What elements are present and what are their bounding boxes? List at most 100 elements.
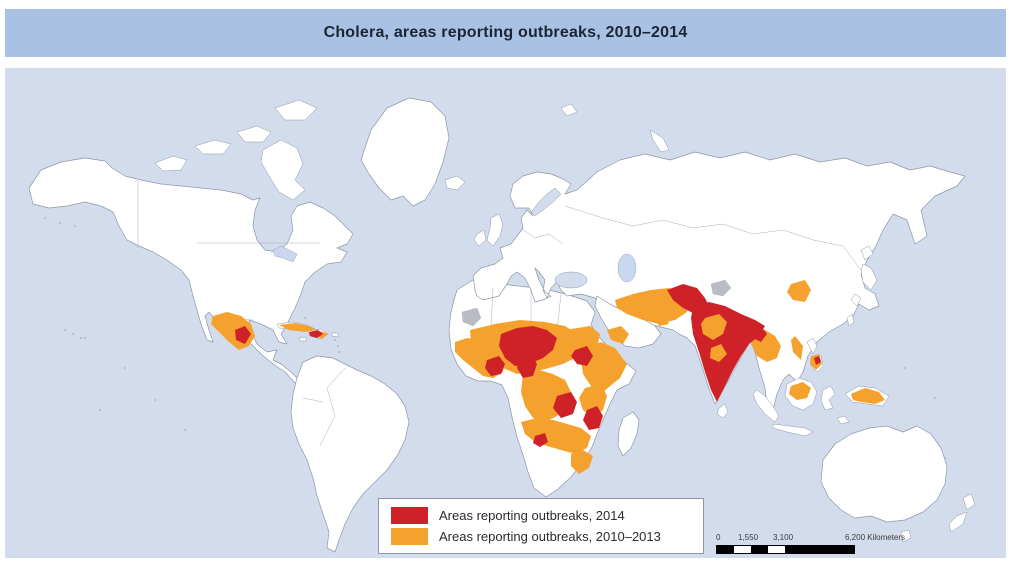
legend-label-2010-2013: Areas reporting outbreaks, 2010–2013 — [439, 529, 661, 544]
arctic-island — [236, 125, 272, 143]
baltic-sea — [530, 187, 562, 217]
scale-segment — [751, 546, 768, 553]
timor — [836, 415, 850, 425]
sulawesi — [820, 385, 836, 411]
svalbard — [560, 103, 578, 117]
world-map — [5, 68, 1006, 558]
outbreak-2010-southern-mozambique — [571, 450, 593, 474]
ellesmere-island — [274, 99, 318, 121]
antilles-islet — [334, 339, 336, 341]
pacific-islet — [154, 399, 156, 401]
outbreak-areas-2010-2013-overlay — [701, 314, 727, 362]
aleutian-islet — [59, 222, 61, 224]
taiwan — [846, 313, 855, 327]
scale-tick-0: 0 — [716, 533, 721, 542]
outbreak-2014-namibia — [533, 433, 548, 447]
scale-end-label: 6,200 Kilometers — [845, 533, 906, 542]
world-map-svg — [28, 97, 976, 553]
map-legend: Areas reporting outbreaks, 2014 Areas re… — [378, 498, 704, 554]
outbreak-2010-kenya-tanzania — [579, 384, 607, 418]
outbreak-2014-bangladesh-myanmar — [751, 326, 767, 342]
greenland — [360, 97, 450, 207]
hawaii-islet — [64, 329, 66, 331]
map-title-bar: Cholera, areas reporting outbreaks, 2010… — [5, 9, 1006, 57]
map-title: Cholera, areas reporting outbreaks, 2010… — [323, 24, 688, 41]
south-america-inner-border — [302, 397, 324, 403]
no-data-western-sahara — [461, 307, 482, 327]
outbreak-2014-afghanistan-pakistan — [667, 284, 711, 320]
outbreak-2014-mexico-core — [235, 326, 251, 344]
outbreak-2014-cameroon — [517, 354, 537, 378]
no-data-kashmir — [710, 279, 732, 297]
outbreak-2014-mozambique-coast — [583, 406, 603, 430]
continent-south-america — [290, 355, 410, 553]
caspian-sea — [617, 253, 637, 283]
scale-bar: 0 1,550 3,100 6,200 Kilometers — [714, 533, 944, 555]
pacific-islet — [934, 397, 936, 399]
scale-segment — [768, 546, 785, 553]
outbreak-2014-philippines — [814, 356, 821, 365]
outbreak-2010-china — [787, 280, 811, 302]
novaya-zemlya — [649, 129, 670, 153]
continent-north-america — [28, 157, 354, 389]
aleutian-islet — [74, 225, 76, 227]
new-zealand-north — [962, 493, 976, 511]
scale-segment — [785, 546, 854, 553]
legend-label-2014: Areas reporting outbreaks, 2014 — [439, 508, 625, 523]
baffin-island — [260, 139, 306, 201]
iceland — [444, 175, 466, 191]
legend-swatch-2010-2013 — [391, 528, 428, 545]
java — [772, 423, 814, 437]
japan-kyushu — [850, 293, 862, 307]
scale-segment — [734, 546, 751, 553]
sumatra — [752, 389, 780, 423]
small-islands — [44, 217, 946, 459]
arctic-island — [154, 155, 188, 172]
antilles-islet — [338, 351, 340, 353]
antilles-islet — [337, 345, 339, 347]
outbreak-2014-haiti — [309, 330, 323, 338]
outbreak-2014-drc-katanga — [553, 392, 577, 418]
pacific-islet — [184, 429, 186, 431]
outbreak-2010-papua-new-guinea — [851, 388, 885, 404]
africa-inner-border — [490, 287, 494, 327]
scale-tick-3100: 3,100 — [773, 533, 794, 542]
scale-bar-graphic — [716, 545, 855, 554]
japan-hokkaido — [860, 245, 874, 261]
great-lakes — [272, 245, 298, 263]
outbreak-2010-yemen — [607, 326, 629, 344]
outbreak-2014-niger-nigeria-chad — [499, 326, 557, 366]
south-america-inner-border — [319, 367, 346, 447]
scale-segment — [717, 546, 734, 553]
outbreak-2014-ghana — [485, 356, 505, 376]
ireland — [473, 229, 487, 247]
sri-lanka — [716, 403, 729, 419]
great-britain — [486, 213, 504, 247]
outbreak-2010-malaysia-borneo — [789, 382, 811, 400]
arctic-island — [194, 139, 232, 155]
legend-swatch-2014 — [391, 507, 428, 524]
outbreak-2010-central-india — [710, 344, 727, 362]
water-bodies — [272, 187, 637, 289]
bahamas-islet — [304, 317, 306, 319]
scale-tick-1550: 1,550 — [738, 533, 759, 542]
pacific-islet — [904, 367, 906, 369]
madagascar — [617, 411, 640, 457]
no-data-areas — [461, 279, 732, 327]
outbreak-2010-rajasthan — [701, 314, 727, 340]
outbreak-2010-horn-of-africa — [581, 342, 627, 394]
puerto-rico — [331, 332, 339, 338]
philippines-luzon — [806, 337, 818, 355]
pacific-islet — [124, 367, 126, 369]
outbreak-2014-south-sudan-uganda — [571, 346, 593, 366]
outbreak-2010-cuba — [279, 323, 316, 332]
pacific-islet — [84, 337, 86, 339]
hawaii-islet — [72, 333, 74, 335]
fiji-islet — [944, 457, 946, 459]
black-sea — [554, 271, 588, 289]
outbreak-2010-vietnam — [791, 336, 803, 360]
asia-inner-borders — [564, 205, 862, 271]
europe-inner-border — [520, 227, 564, 245]
aleutian-islet — [44, 217, 46, 219]
